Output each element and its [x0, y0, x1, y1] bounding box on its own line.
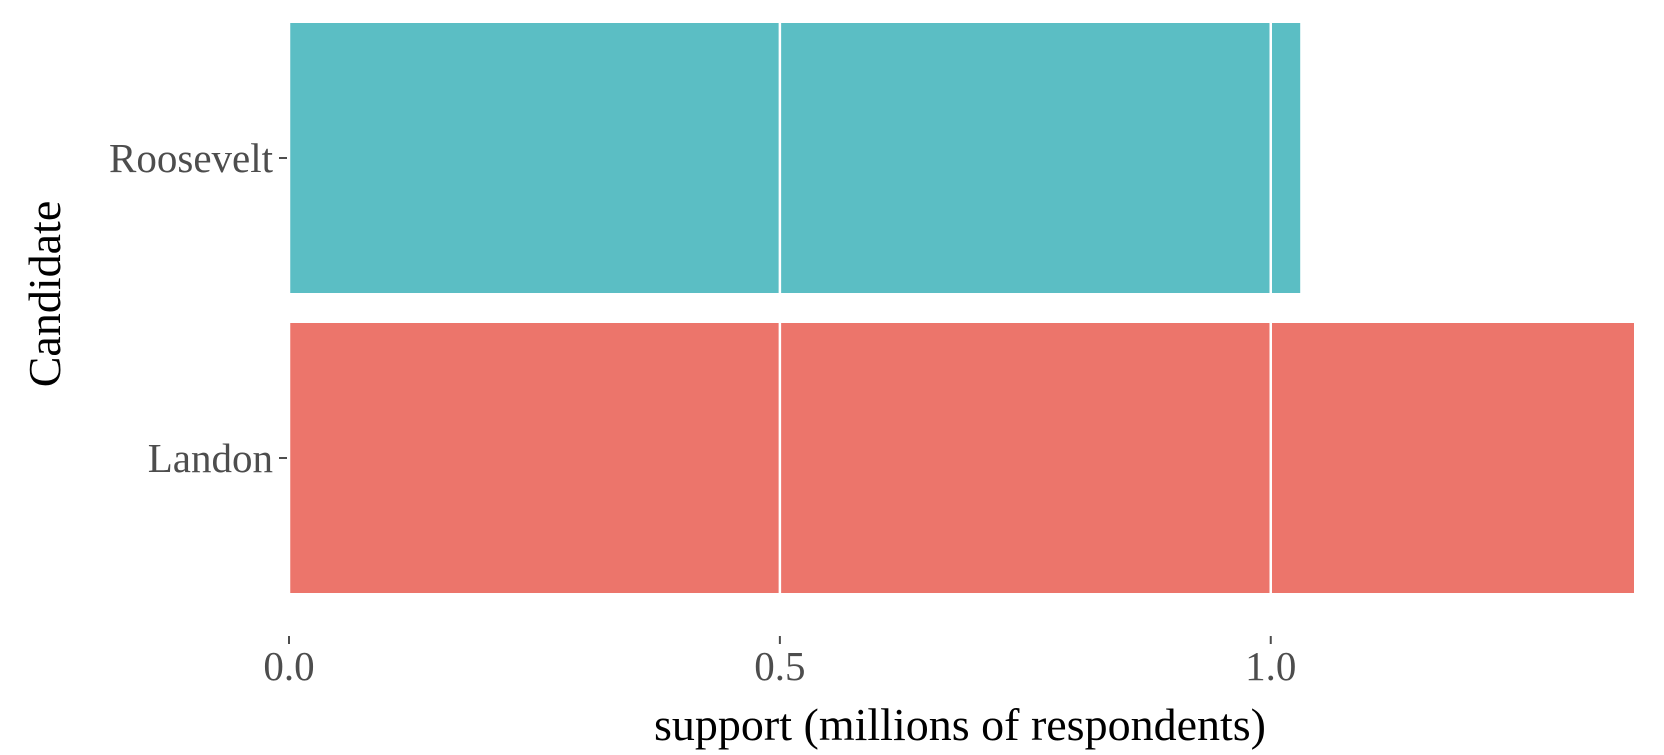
y-axis: Landon Roosevelt — [109, 135, 287, 481]
bar-roosevelt — [289, 23, 1301, 293]
x-tick-label-1.0: 1.0 — [1245, 643, 1296, 689]
bar-landon — [289, 323, 1634, 593]
y-tick-label-landon: Landon — [148, 435, 273, 481]
x-axis: 0.0 0.5 1.0 — [263, 636, 1296, 689]
x-tick-label-0.5: 0.5 — [754, 643, 805, 689]
gridlines — [287, 8, 1273, 608]
y-axis-title: Candidate — [19, 201, 70, 388]
x-tick-label-0.0: 0.0 — [263, 643, 314, 689]
x-axis-title: support (millions of respondents) — [654, 699, 1266, 750]
bars — [289, 23, 1634, 593]
y-tick-label-roosevelt: Roosevelt — [109, 135, 274, 181]
